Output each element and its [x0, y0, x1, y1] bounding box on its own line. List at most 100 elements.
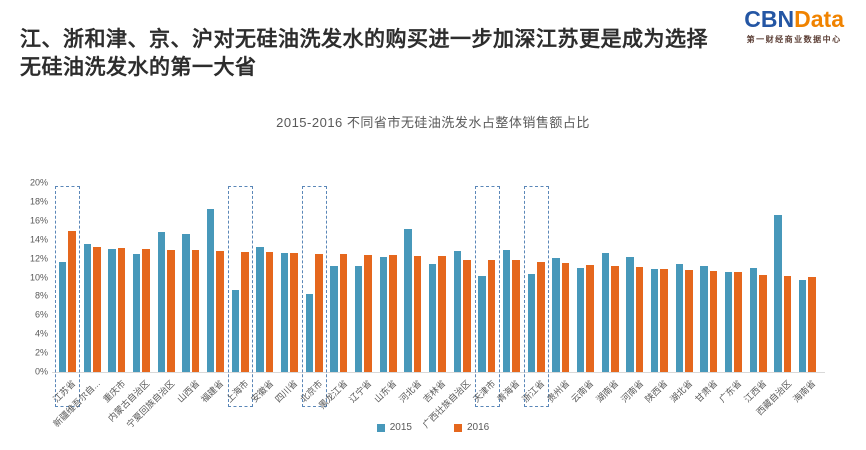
bar-2016: [561, 263, 570, 372]
cbndata-logo: CBNData 第一财经商业数据中心: [744, 8, 844, 45]
bar-2015: [231, 289, 240, 372]
bar-2015: [330, 266, 338, 372]
bar-2016: [487, 259, 496, 372]
x-axis-label: 辽宁省: [347, 378, 374, 405]
bar-2015: [280, 252, 289, 372]
bar-2015: [108, 249, 116, 372]
highlight-box: [302, 186, 328, 407]
bar-2016: [709, 270, 718, 372]
bar-2015: [650, 268, 659, 372]
x-axis-label: 河北省: [396, 378, 424, 405]
x-axis-label: 湖北省: [668, 378, 695, 405]
x-axis-line: [52, 372, 825, 373]
bar-2016: [734, 271, 742, 372]
bar-2016: [142, 249, 150, 372]
bar-2015: [798, 280, 807, 372]
chart-legend: 2015 2016: [0, 423, 866, 433]
bar-2015: [132, 253, 141, 372]
bar-2015: [502, 250, 511, 372]
bar-2016: [537, 262, 545, 372]
bar-2015: [576, 268, 585, 372]
x-axis-label: 云南省: [569, 378, 596, 405]
bar-2015: [58, 262, 67, 372]
legend-swatch-2016: [454, 424, 462, 432]
bar-2016: [463, 259, 471, 372]
bar-2016: [685, 269, 693, 372]
x-axis-label: 安徽省: [248, 378, 276, 405]
x-axis-label: 四川省: [273, 378, 300, 405]
bar-2016: [512, 260, 520, 372]
bar-2015: [724, 271, 733, 372]
y-axis-tick-label: 0%: [34, 366, 48, 377]
logo-cbn-text: CBN: [744, 6, 795, 32]
bar-2016: [611, 266, 619, 372]
highlight-box: [228, 186, 254, 407]
highlight-box: [474, 186, 500, 407]
bar-2015: [305, 293, 314, 372]
bar-2015: [256, 247, 264, 372]
bar-2016: [438, 255, 446, 372]
legend-item-2015: 2015: [376, 422, 412, 433]
bar-2016: [241, 251, 249, 372]
x-axis-label: 河南省: [618, 378, 646, 405]
legend-item-2016: 2016: [454, 423, 489, 433]
x-axis-label: 贵州省: [544, 378, 572, 405]
bar-2015: [626, 256, 634, 372]
y-axis-tick-label: 6%: [34, 309, 48, 320]
x-axis-label: 陕西省: [643, 378, 670, 405]
y-axis-tick-label: 14%: [29, 234, 48, 245]
x-axis-label: 甘肃省: [692, 378, 720, 405]
x-axis-label: 山西省: [174, 378, 202, 405]
cbndata-wordmark: CBNData: [744, 8, 844, 31]
bar-2016: [339, 253, 348, 372]
bar-2016: [167, 250, 175, 372]
highlight-box: [55, 186, 81, 407]
logo-subtitle: 第一财经商业数据中心: [746, 35, 842, 44]
bar-2016: [389, 254, 397, 372]
bar-2016: [783, 275, 792, 372]
bar-2016: [191, 250, 200, 372]
y-axis-tick-label: 8%: [34, 290, 48, 301]
bar-2016: [117, 248, 126, 372]
legend-swatch-2015: [376, 424, 385, 432]
bar-2015: [453, 251, 462, 372]
bar-2016: [93, 247, 101, 372]
bar-2016: [290, 252, 298, 372]
bar-2016: [759, 274, 767, 372]
y-axis-tick-label: 4%: [34, 328, 48, 339]
bar-2015: [157, 232, 165, 372]
bar-2016: [586, 265, 594, 372]
bar-2015: [404, 229, 412, 372]
bar-2015: [774, 215, 782, 372]
bar-2015: [428, 264, 437, 372]
y-axis-tick-label: 16%: [29, 215, 48, 226]
x-axis-label: 山东省: [372, 378, 399, 405]
y-axis-tick-label: 2%: [34, 347, 48, 358]
x-axis-label: 青海省: [495, 378, 522, 405]
legend-label-2015: 2015: [389, 422, 412, 433]
x-axis-label: 湖南省: [594, 378, 621, 405]
bar-2015: [527, 273, 536, 372]
bar-2016: [635, 267, 644, 372]
bar-2016: [413, 255, 422, 372]
page-title-line-2: 无硅油洗发水的第一大省: [20, 55, 257, 79]
legend-label-2016: 2016: [467, 422, 490, 433]
y-axis-tick-label: 18%: [29, 196, 48, 207]
bar-2015: [206, 209, 215, 372]
bar-2016: [660, 268, 668, 372]
bar-2015: [601, 252, 610, 372]
page-title-line-1: 江、浙和津、京、沪对无硅油洗发水的购买进一步加深江苏更是成为选择: [20, 28, 708, 51]
page-title: 江、浙和津、京、沪对无硅油洗发水的购买进一步加深江苏更是成为选择 无硅油洗发水的…: [20, 26, 750, 81]
bar-2015: [675, 264, 684, 372]
y-axis-tick-label: 12%: [29, 253, 48, 264]
bar-2015: [700, 266, 708, 372]
x-axis-label: 福建省: [199, 378, 226, 405]
bar-2016: [315, 253, 323, 372]
bar-2015: [478, 275, 486, 372]
x-axis-label: 海南省: [791, 378, 818, 405]
bar-2015: [182, 234, 190, 372]
bar-2015: [552, 257, 560, 372]
bar-2015: [354, 266, 363, 372]
logo-data-text: Data: [794, 6, 844, 32]
chart-title: 2015-2016 不同省市无硅油洗发水占整体销售额占比: [276, 115, 590, 130]
